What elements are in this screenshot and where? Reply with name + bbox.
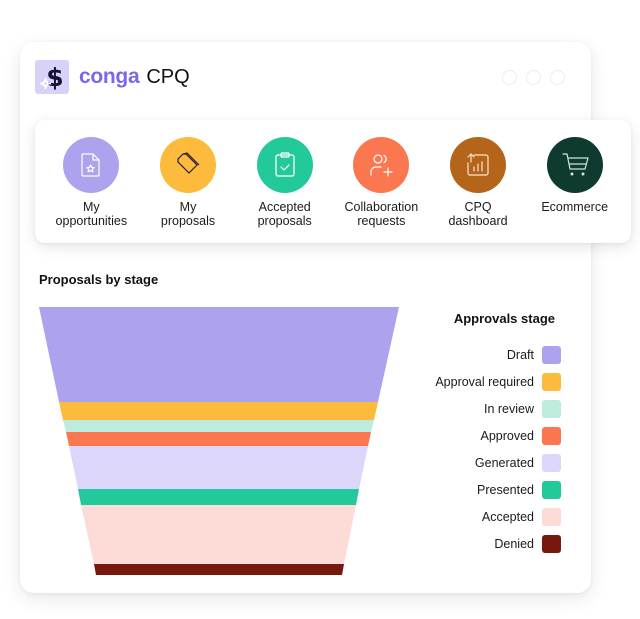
legend-title: Approvals stage [453, 311, 555, 326]
nav-label: Accepted proposals [257, 200, 312, 228]
nav-icon-circle [160, 137, 216, 193]
nav-icon-circle [256, 137, 313, 193]
legend-item-draft[interactable]: Draft [420, 346, 561, 364]
brand-name: conga [79, 65, 140, 88]
funnel-segment-approval-required[interactable] [59, 402, 378, 420]
chart-title: Proposals by stage [39, 272, 159, 287]
legend-item-accepted[interactable]: Accepted [420, 508, 561, 526]
legend-item-approval-required[interactable]: Approval required [420, 373, 561, 391]
window-control-3[interactable] [550, 70, 565, 85]
legend-item-approved[interactable]: Approved [420, 427, 561, 445]
legend-swatch [542, 454, 561, 472]
legend-swatch [542, 373, 561, 391]
funnel-segment-in-review[interactable] [63, 420, 374, 432]
nav-label: Collaboration requests [344, 200, 419, 228]
legend-item-generated[interactable]: Generated [420, 454, 561, 472]
proposals-funnel-chart [39, 307, 399, 575]
nav-icon-circle [63, 137, 120, 193]
window-controls [502, 70, 565, 85]
legend-item-in-review[interactable]: In review [420, 400, 561, 418]
nav-label: Ecommerce [541, 200, 609, 214]
legend-swatch [542, 427, 561, 445]
legend-item-denied[interactable]: Denied [420, 535, 561, 553]
clipboard-check-icon [275, 152, 295, 177]
users-add-icon [370, 154, 393, 177]
shopping-cart-icon [562, 153, 589, 176]
brand-header[interactable]: $ conga CPQ [35, 60, 190, 94]
nav-icon-circle [353, 137, 410, 193]
legend-swatch [542, 535, 561, 553]
nav-accepted-proposals[interactable]: Accepted proposals [236, 137, 333, 243]
gear-icon [40, 78, 51, 89]
legend-label: Accepted [481, 510, 534, 524]
document-star-icon [81, 153, 100, 177]
funnel-segment-denied[interactable] [94, 564, 344, 575]
nav-collaboration-requests[interactable]: Collaboration requests [333, 137, 430, 243]
legend-swatch [542, 508, 561, 526]
funnel-segment-approved[interactable] [66, 432, 371, 446]
legend-label: Presented [477, 483, 534, 497]
nav-label: CPQ dashboard [448, 200, 508, 228]
nav-ecommerce[interactable]: Ecommerce [526, 137, 623, 243]
legend-item-presented[interactable]: Presented [420, 481, 561, 499]
legend-label: In review [483, 402, 534, 416]
funnel-segment-accepted[interactable] [81, 505, 356, 564]
window-control-2[interactable] [526, 70, 541, 85]
tags-icon [177, 152, 200, 174]
quick-nav-card: My opportunities My proposals Accepted p… [35, 120, 631, 243]
legend-swatch [542, 346, 561, 364]
window-control-1[interactable] [502, 70, 517, 85]
legend-label: Draft [506, 348, 534, 362]
legend-label: Generated [474, 456, 534, 470]
legend-label: Approval required [435, 375, 534, 389]
nav-icon-circle [450, 137, 507, 193]
legend-swatch [542, 400, 561, 418]
legend-swatch [542, 481, 561, 499]
chart-upload-icon [467, 153, 489, 176]
funnel-segment-draft[interactable] [39, 307, 399, 402]
nav-my-opportunities[interactable]: My opportunities [43, 137, 140, 243]
nav-label: My proposals [160, 200, 216, 228]
legend-label: Approved [480, 429, 534, 443]
legend-label: Denied [494, 537, 534, 551]
conga-logo: $ [35, 60, 69, 94]
nav-my-proposals[interactable]: My proposals [140, 137, 237, 243]
nav-icon-circle [546, 137, 603, 193]
nav-label: My opportunities [55, 200, 128, 228]
funnel-segment-presented[interactable] [78, 489, 359, 505]
funnel-segment-generated[interactable] [69, 446, 368, 489]
nav-cpq-dashboard[interactable]: CPQ dashboard [430, 137, 527, 243]
chart-legend: Approvals stage Draft Approval required … [420, 311, 561, 562]
product-name: CPQ [146, 65, 190, 88]
